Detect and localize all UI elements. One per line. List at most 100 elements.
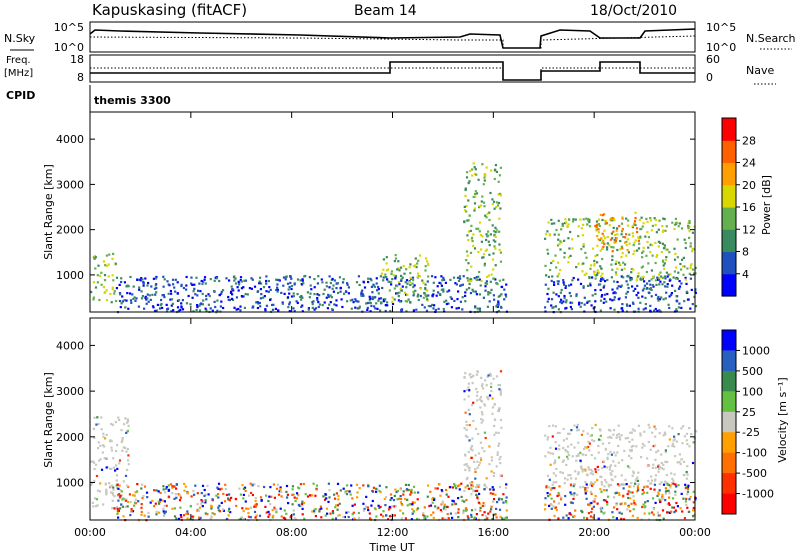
range-gate-cell <box>449 486 452 489</box>
range-gate-cell <box>404 517 407 520</box>
range-gate-cell <box>500 306 503 309</box>
range-gate-cell <box>322 292 325 296</box>
range-gate-cell <box>505 501 508 504</box>
range-gate-cell <box>473 207 476 210</box>
range-gate-cell <box>674 455 677 458</box>
range-gate-cell <box>465 424 468 427</box>
range-gate-cell <box>452 500 455 503</box>
range-gate-cell <box>399 509 402 512</box>
range-gate-cell <box>554 254 557 257</box>
range-gate-cell <box>406 300 409 303</box>
range-gate-cell <box>324 493 327 496</box>
range-gate-cell <box>114 262 117 265</box>
range-gate-cell <box>653 217 656 220</box>
range-gate-cell <box>267 279 270 283</box>
range-gate-cell <box>493 177 496 181</box>
range-gate-cell <box>477 178 480 181</box>
range-gate-cell <box>494 493 497 496</box>
range-gate-cell <box>457 290 460 293</box>
freq-left-label: Freq. <box>6 55 31 66</box>
range-gate-cell <box>372 284 375 287</box>
range-gate-cell <box>552 481 555 484</box>
range-gate-cell <box>634 482 637 485</box>
range-gate-cell <box>476 466 479 469</box>
range-gate-cell <box>356 307 359 310</box>
range-gate-cell <box>291 485 294 488</box>
range-gate-cell <box>579 305 582 308</box>
range-gate-cell <box>613 280 616 283</box>
range-gate-cell <box>418 275 421 278</box>
range-gate-cell <box>554 441 557 444</box>
range-gate-cell <box>429 490 432 493</box>
range-gate-cell <box>213 279 216 282</box>
range-gate-cell <box>605 489 608 492</box>
range-gate-cell <box>657 240 660 243</box>
range-gate-cell <box>613 496 616 499</box>
range-gate-cell <box>637 489 640 492</box>
range-gate-cell <box>110 423 113 426</box>
range-gate-cell <box>131 510 135 513</box>
range-gate-cell <box>490 508 493 511</box>
range-gate-cell <box>626 304 629 307</box>
range-gate-cell <box>464 486 467 489</box>
range-gate-cell <box>102 260 105 263</box>
range-gate-cell <box>179 496 182 499</box>
range-gate-cell <box>362 509 365 512</box>
range-gate-cell <box>115 464 118 467</box>
range-gate-cell <box>432 289 435 292</box>
range-gate-cell <box>683 238 686 241</box>
range-gate-cell <box>484 214 487 217</box>
range-gate-cell <box>265 282 268 285</box>
range-gate-cell <box>500 285 503 289</box>
range-gate-cell <box>545 233 548 236</box>
range-gate-cell <box>498 458 501 461</box>
range-gate-cell <box>368 301 371 304</box>
range-gate-cell <box>677 484 680 487</box>
range-gate-cell <box>405 268 408 271</box>
range-gate-cell <box>623 263 627 266</box>
range-gate-cell <box>669 486 672 489</box>
range-gate-cell <box>667 489 670 492</box>
range-gate-cell <box>666 248 669 251</box>
range-gate-cell <box>649 487 652 490</box>
range-gate-cell <box>610 217 613 220</box>
range-gate-cell <box>94 463 98 466</box>
range-gate-cell <box>555 266 558 269</box>
range-gate-cell <box>597 228 600 231</box>
colorbar-tick-label: -1000 <box>742 488 774 501</box>
range-gate-cell <box>111 507 114 510</box>
range-gate-cell <box>392 505 396 508</box>
range-gate-cell <box>666 283 669 286</box>
range-gate-cell <box>470 278 473 281</box>
range-gate-cell <box>500 426 503 429</box>
range-gate-cell <box>409 263 412 266</box>
range-gate-cell <box>480 376 483 379</box>
range-gate-cell <box>451 499 454 502</box>
range-gate-cell <box>567 517 570 520</box>
range-gate-cell <box>621 483 624 486</box>
range-gate-cell <box>688 219 691 223</box>
range-gate-cell <box>663 262 666 265</box>
range-gate-cell <box>200 492 203 495</box>
range-gate-cell <box>467 382 470 385</box>
range-gate-cell <box>279 486 282 489</box>
range-gate-cell <box>596 261 599 264</box>
range-gate-cell <box>498 388 501 391</box>
range-gate-cell <box>341 305 344 309</box>
range-gate-cell <box>143 485 147 488</box>
range-gate-cell <box>301 513 304 516</box>
range-gate-cell <box>589 284 592 287</box>
range-gate-cell <box>203 488 206 492</box>
range-gate-cell <box>367 280 370 284</box>
range-gate-cell <box>323 301 326 304</box>
range-gate-cell <box>547 275 550 278</box>
range-gate-cell <box>620 268 623 271</box>
range-gate-cell <box>681 258 684 261</box>
range-gate-cell <box>408 266 411 269</box>
range-gate-cell <box>616 248 619 252</box>
range-gate-cell <box>626 492 629 496</box>
range-gate-cell <box>436 487 439 490</box>
range-gate-cell <box>647 440 650 444</box>
range-gate-cell <box>682 265 685 268</box>
range-gate-cell <box>146 293 149 296</box>
